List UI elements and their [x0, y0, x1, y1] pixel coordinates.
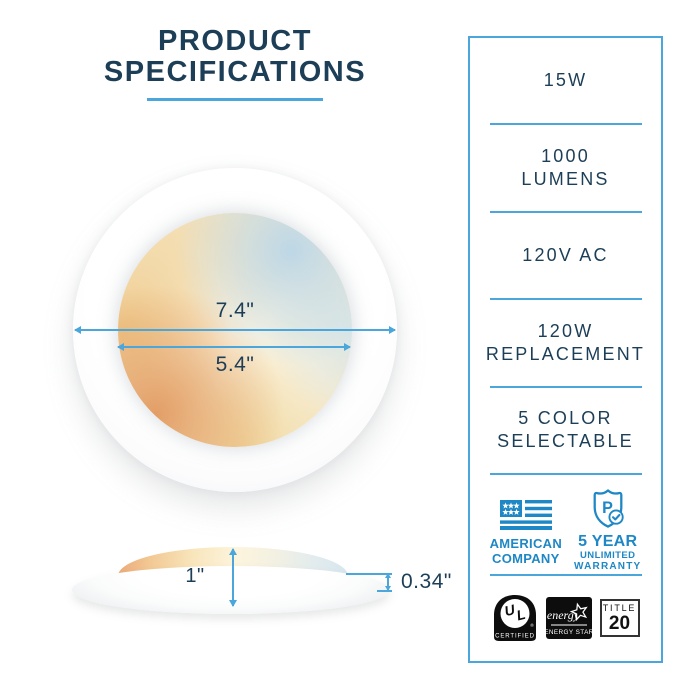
warranty-line2: UNLIMITED — [580, 550, 636, 562]
outer-diameter-label: 7.4" — [215, 299, 255, 322]
outer-diameter-line — [74, 326, 396, 334]
trim-height-label: 0.34" — [401, 570, 452, 593]
spec-color-line1: 5 COLOR — [518, 408, 613, 429]
american-company-line2: COMPANY — [492, 551, 560, 567]
energy-star-logo: energy ENERGY STAR — [545, 597, 592, 640]
warranty-badge: P 5 YEAR UNLIMITED WARRANTY — [574, 488, 641, 572]
title20-number: 20 — [608, 613, 631, 635]
ul-registered-mark: ® — [530, 622, 534, 628]
spec-voltage-line1: 120V AC — [522, 245, 609, 266]
lens-diameter-line — [117, 343, 351, 351]
ul-letter-l: L — [514, 606, 526, 624]
warranty-shield-icon: P — [593, 489, 624, 528]
ul-certified-logo: U L ® CERTIFIED — [493, 595, 536, 642]
spec-replacement: 120W REPLACEMENT — [470, 300, 661, 385]
spec-wattage-line1: 15W — [543, 70, 588, 91]
title20-word: TITLE — [602, 603, 637, 614]
panel-divider — [489, 210, 642, 213]
panel-divider — [489, 573, 642, 576]
spec-replacement-line2: REPLACEMENT — [485, 343, 646, 364]
lens-diameter-label: 5.4" — [215, 353, 255, 376]
flag-icon-box — [499, 488, 552, 531]
spec-color-selectable: 5 COLOR SELECTABLE — [470, 388, 661, 473]
american-company-badge: AMERICAN COMPANY — [490, 488, 562, 566]
check-icon — [611, 514, 621, 521]
certifications-section: U L ® CERTIFIED energy ENERGY STAR TITLE… — [470, 576, 661, 661]
title-line-2: SPECIFICATIONS — [103, 56, 367, 88]
energy-star-icon — [569, 602, 588, 622]
warranty-line1: 5 YEAR — [578, 533, 638, 551]
panel-divider — [489, 473, 642, 476]
panel-divider — [489, 385, 642, 388]
height-label: 1" — [185, 565, 205, 587]
trim-dimension-line — [385, 573, 391, 591]
warranty-line3: WARRANTY — [574, 561, 642, 573]
height-dimension-line — [229, 548, 237, 607]
spec-lumens: 1000 LUMENS — [470, 125, 661, 210]
spec-lumens-line1: 1000 — [541, 146, 590, 167]
spec-color-line2: SELECTABLE — [497, 431, 634, 452]
trim-extension-line-top — [346, 573, 392, 575]
trim-extension-line-bottom — [377, 590, 392, 592]
spec-voltage: 120V AC — [470, 213, 661, 298]
shield-letter: P — [602, 499, 613, 517]
american-company-line1: AMERICAN — [489, 536, 563, 552]
energy-star-label: ENERGY STAR — [546, 629, 592, 636]
american-flag-icon — [499, 500, 552, 531]
spec-wattage: 15W — [470, 38, 661, 123]
panel-divider — [489, 298, 642, 301]
spec-panel: 15W 1000 LUMENS 120V AC 120W REPLACEMENT… — [468, 36, 663, 663]
badge-section: AMERICAN COMPANY P 5 YEAR UNLIMITED WARR… — [470, 475, 661, 573]
title-underline — [147, 98, 323, 101]
spec-replacement-line1: 120W — [537, 320, 594, 341]
spec-lumens-line2: LUMENS — [521, 169, 610, 190]
title-20-logo: TITLE 20 — [599, 599, 640, 638]
shield-icon-box: P — [589, 488, 627, 530]
panel-divider — [489, 123, 642, 126]
ul-certified-label: CERTIFIED — [495, 634, 535, 640]
title-line-1: PRODUCT — [158, 25, 312, 57]
page-title: PRODUCT SPECIFICATIONS — [95, 26, 375, 101]
